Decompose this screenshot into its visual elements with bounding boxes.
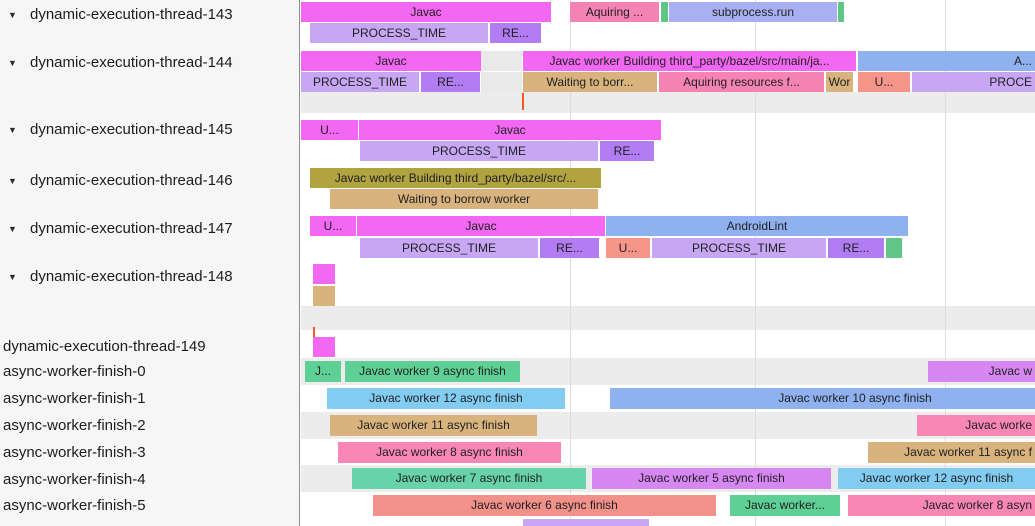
timeline-slice[interactable] [313, 264, 335, 284]
timeline-slice[interactable]: Javac worker 12 async finish [327, 388, 565, 409]
collapse-arrow-icon[interactable]: ▼ [8, 175, 17, 186]
timeline-slice[interactable]: Javac worker... [730, 495, 840, 516]
track-name: async-worker-finish-0 [3, 363, 146, 380]
timeline-slice[interactable] [838, 2, 844, 22]
track-background-stripe [301, 306, 1035, 330]
timeline-slice[interactable] [313, 286, 335, 306]
timeline-slice[interactable]: Javac [359, 120, 661, 140]
timeline-slice[interactable]: Javac worker 8 asyn [848, 495, 1035, 516]
timeline-slice[interactable]: J... [305, 361, 341, 382]
timeline-slice[interactable]: Javac worke [917, 415, 1035, 436]
timeline-slice[interactable]: Aquiring ... [570, 2, 659, 22]
collapse-arrow-icon[interactable]: ▼ [8, 124, 17, 135]
timeline-slice[interactable] [481, 51, 522, 71]
timeline-slice[interactable]: Waiting to borr... [523, 72, 657, 92]
track-label[interactable]: async-worker-finish-0 [0, 362, 299, 381]
track-name: async-worker-finish-5 [3, 497, 146, 514]
timeline-slice[interactable]: subprocess.run [669, 2, 837, 22]
timeline-slice[interactable]: PROCESS_TIME [360, 141, 598, 161]
track-name-panel: ▼ dynamic-execution-thread-143 ▼ dynamic-ex… [0, 0, 300, 526]
timeline-slice[interactable]: RE... [490, 23, 541, 43]
track-name: async-worker-finish-4 [3, 471, 146, 488]
timeline-slice[interactable]: Javac [301, 2, 551, 22]
timeline-slice[interactable]: Javac worker 10 async finish [610, 388, 1035, 409]
timeline-slice[interactable] [313, 337, 335, 357]
time-gridline [945, 0, 946, 526]
timeline-slice[interactable]: PROCE [912, 72, 1035, 92]
track-name: async-worker-finish-1 [3, 390, 146, 407]
collapse-arrow-icon[interactable]: ▼ [8, 57, 17, 68]
track-label[interactable]: async-worker-finish-3 [0, 443, 299, 462]
timeline-slice[interactable]: RE... [540, 238, 599, 258]
track-label[interactable]: dynamic-execution-thread-149 [0, 337, 299, 356]
timeline-slice[interactable] [313, 327, 315, 337]
timeline-slice[interactable]: Wor [826, 72, 853, 92]
time-gridline [755, 0, 756, 526]
timeline-slice[interactable]: A... [858, 51, 1035, 71]
timeline-slice[interactable]: Javac worker 6 async finish [373, 495, 716, 516]
timeline-slice[interactable]: Javac [301, 51, 481, 71]
track-label[interactable]: ▼ dynamic-execution-thread-143 [0, 5, 299, 24]
timeline-slice[interactable]: RE... [600, 141, 654, 161]
timeline-slice[interactable]: Waiting to borrow worker [330, 189, 598, 209]
timeline-slice[interactable]: U... [310, 216, 356, 236]
track-name: dynamic-execution-thread-149 [3, 338, 206, 355]
timeline-slice[interactable]: Javac worker 11 async finish [330, 415, 537, 436]
track-name: async-worker-finish-2 [3, 417, 146, 434]
timeline-slice[interactable]: PROCESS_TIME [360, 238, 538, 258]
track-label[interactable]: async-worker-finish-4 [0, 470, 299, 489]
timeline-slice[interactable] [481, 72, 522, 92]
timeline-slice[interactable] [522, 93, 524, 110]
track-label[interactable]: ▼ dynamic-execution-thread-145 [0, 120, 299, 139]
track-name: dynamic-execution-thread-143 [30, 6, 233, 23]
track-name: dynamic-execution-thread-148 [30, 268, 233, 285]
track-background-stripe [301, 92, 1035, 113]
timeline-slice[interactable]: Javac worker 12 async finish [838, 468, 1035, 489]
track-label[interactable]: ▼ dynamic-execution-thread-148 [0, 267, 299, 286]
timeline-slice[interactable]: Javac worker 7 async finish [352, 468, 586, 489]
track-name: dynamic-execution-thread-144 [30, 54, 233, 71]
timeline-slice[interactable]: PROCESS_TIME [652, 238, 826, 258]
timeline-slice[interactable]: U... [858, 72, 910, 92]
timeline-slice[interactable]: Javac worker 9 async finish [345, 361, 520, 382]
timeline-slice[interactable]: Javac worker 11 async f [868, 442, 1035, 463]
timeline-slice[interactable]: Javac w [928, 361, 1035, 382]
track-label[interactable]: async-worker-finish-5 [0, 496, 299, 515]
track-name: async-worker-finish-3 [3, 444, 146, 461]
timeline-slice[interactable]: RE... [421, 72, 480, 92]
timeline-slice[interactable] [886, 238, 902, 258]
track-name: dynamic-execution-thread-147 [30, 220, 233, 237]
collapse-arrow-icon[interactable]: ▼ [8, 9, 17, 20]
timeline-slice[interactable]: Javac worker Building third_party/bazel/… [523, 51, 856, 71]
track-label[interactable]: ▼ dynamic-execution-thread-147 [0, 219, 299, 238]
timeline-slice[interactable]: Javac worker 8 async finish [338, 442, 561, 463]
track-label[interactable]: ▼ dynamic-execution-thread-146 [0, 171, 299, 190]
timeline-slice[interactable]: PROCESS_TIME [310, 23, 488, 43]
collapse-arrow-icon[interactable]: ▼ [8, 223, 17, 234]
timeline-slice[interactable]: AndroidLint [606, 216, 908, 236]
timeline-slice[interactable] [661, 2, 668, 22]
timeline-slice[interactable]: Javac worker Building third_party/bazel/… [310, 168, 601, 188]
collapse-arrow-icon[interactable]: ▼ [8, 271, 17, 282]
timeline-slice[interactable]: Javac [357, 216, 605, 236]
timeline-slice[interactable]: PROCESS_TIME [301, 72, 419, 92]
track-label[interactable]: async-worker-finish-2 [0, 416, 299, 435]
track-label[interactable]: async-worker-finish-1 [0, 389, 299, 408]
timeline-slice[interactable]: U... [606, 238, 650, 258]
timeline-slice[interactable]: RE... [828, 238, 884, 258]
time-gridline [570, 0, 571, 526]
track-name: dynamic-execution-thread-146 [30, 172, 233, 189]
timeline-panel[interactable]: Javac Aquiring ... subprocess.run PROCESS_T… [301, 0, 1035, 526]
timeline-slice[interactable]: Javac worker 5 async finish [592, 468, 831, 489]
timeline-slice[interactable]: Aquiring resources f... [659, 72, 824, 92]
track-name: dynamic-execution-thread-145 [30, 121, 233, 138]
track-label[interactable]: ▼ dynamic-execution-thread-144 [0, 53, 299, 72]
timeline-slice[interactable]: U... [301, 120, 358, 140]
timeline-slice[interactable] [523, 519, 649, 526]
